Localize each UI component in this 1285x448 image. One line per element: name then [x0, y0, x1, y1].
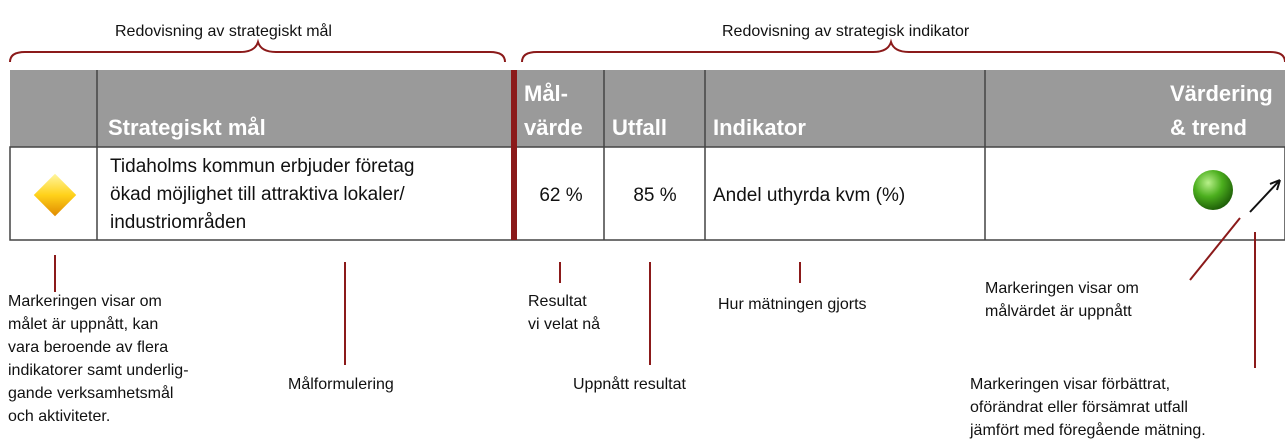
header-cell: Mål-: [524, 81, 568, 106]
trend-arrow: [1249, 179, 1281, 213]
group-label: Redovisning av strategisk indikator: [722, 23, 970, 40]
annotation-line: Uppnått resultat: [573, 375, 687, 393]
status-ball: [1193, 170, 1233, 210]
brace: [521, 38, 1285, 63]
group-label: Redovisning av strategiskt mål: [115, 22, 332, 40]
leader-lines: [54, 217, 1256, 368]
annotation-line: Resultat: [528, 293, 587, 310]
annotation-line: målvärdet är uppnått: [985, 302, 1132, 320]
indicator: Andel uthyrda kvm (%): [713, 185, 905, 206]
annotation-line: indikatorer samt underlig-: [8, 362, 189, 379]
header-row: [10, 70, 1285, 147]
annotation-line: oförändrat eller försämrat utfall: [970, 399, 1188, 416]
header-cell: Indikator: [713, 115, 806, 140]
annotation-line: Markeringen visar om: [985, 280, 1139, 297]
outcome-value: 85 %: [633, 185, 676, 206]
header-cell: & trend: [1170, 115, 1247, 140]
target-value: 62 %: [539, 185, 582, 206]
annotation-line: Markeringen visar om: [8, 293, 162, 310]
annotation-line: Målformulering: [288, 375, 394, 393]
goal-text: industriområden: [110, 212, 246, 233]
goal-status-icon: [33, 173, 77, 217]
separator: [511, 70, 517, 240]
annotations: Markeringen visar om målet är uppnått, ka…: [8, 280, 1206, 439]
data-row: [9, 146, 1285, 241]
column-lines: [96, 70, 986, 240]
header-cell: Utfall: [612, 115, 667, 140]
goal-text: Tidaholms kommun erbjuder företag: [110, 156, 415, 177]
annotation-line: Markeringen visar förbättrat,: [970, 376, 1170, 393]
header-cell: Strategiskt mål: [108, 115, 266, 140]
annotation-line: jämfört med föregående mätning.: [969, 421, 1206, 439]
annotation-line: målet är uppnått, kan: [8, 315, 158, 333]
annotation-line: vara beroende av flera: [8, 339, 168, 356]
annotation-line: och aktiviteter.: [8, 408, 110, 425]
goal-text: ökad möjlighet till attraktiva lokaler/: [110, 184, 405, 205]
brace: [9, 38, 506, 63]
annotation-line: gande verksamhetsmål: [8, 384, 173, 402]
annotation-line: Hur mätningen gjorts: [718, 296, 867, 313]
header-cell: värde: [524, 115, 583, 140]
header-cell: Värdering: [1170, 81, 1273, 106]
annotation-line: vi velat nå: [528, 315, 600, 333]
